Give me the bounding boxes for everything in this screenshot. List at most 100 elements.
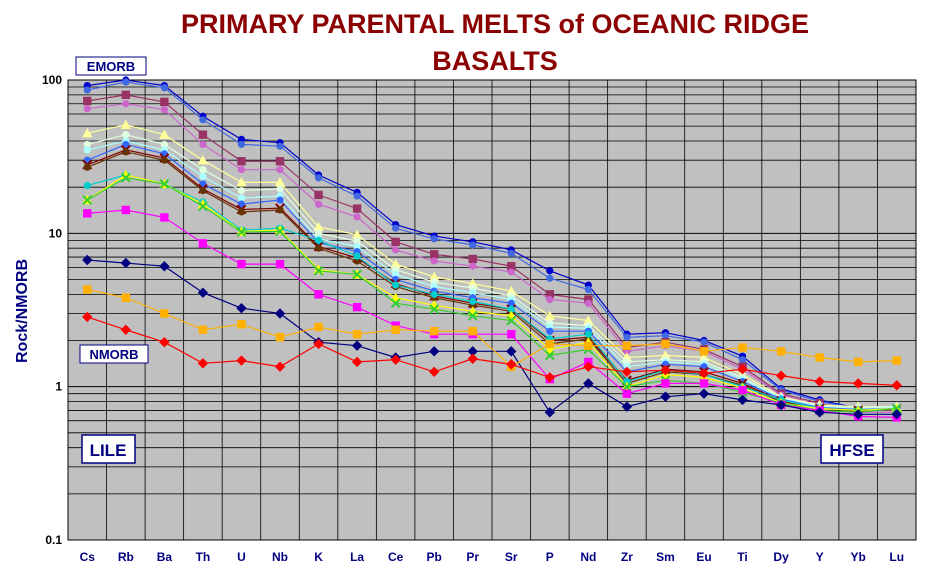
series-line [87, 209, 897, 418]
data-point [236, 177, 247, 187]
data-point [237, 140, 246, 149]
data-point [891, 403, 902, 414]
data-point [276, 196, 284, 204]
data-point [545, 339, 555, 349]
data-point [661, 332, 670, 340]
data-point [544, 310, 556, 320]
data-point [159, 129, 170, 139]
data-point [583, 378, 594, 389]
x-tick-label: K [314, 550, 323, 564]
data-point [467, 310, 478, 321]
lile-annotation: LILE [81, 434, 136, 464]
data-point [313, 221, 324, 232]
data-point [274, 308, 286, 319]
data-point [468, 254, 477, 264]
x-tick-label: Eu [696, 550, 711, 564]
data-point [469, 262, 477, 270]
data-point [814, 376, 825, 387]
data-point [584, 295, 593, 304]
y-tick-label: 1 [55, 380, 62, 394]
data-point [700, 363, 708, 371]
data-point [197, 287, 209, 298]
data-point [353, 252, 361, 260]
series-line [87, 259, 897, 415]
data-point [661, 339, 670, 349]
series-line [87, 316, 897, 386]
x-tick-label: Sm [656, 550, 675, 564]
data-point [506, 359, 517, 370]
x-tick-label: La [350, 550, 364, 564]
x-tick-label: Pr [466, 550, 479, 564]
data-point [197, 198, 209, 209]
nmorb-label: NMORB [89, 347, 138, 362]
data-point [159, 336, 170, 348]
data-point [314, 229, 323, 237]
data-point [891, 380, 902, 391]
series-lines [82, 76, 902, 422]
data-point [236, 227, 247, 237]
data-point [314, 290, 323, 299]
data-point [83, 86, 91, 94]
x-tick-label: Cs [80, 550, 96, 564]
data-point [506, 346, 517, 357]
data-point [392, 281, 400, 289]
data-point [430, 290, 438, 298]
data-point [891, 409, 902, 420]
data-point [391, 325, 400, 334]
x-tick-label: Th [196, 550, 211, 564]
data-point [623, 333, 631, 341]
data-point [122, 148, 130, 156]
x-tick-label: U [237, 550, 246, 564]
y-tick-label: 0.1 [45, 533, 62, 547]
x-tick-label: Yb [851, 550, 866, 564]
data-point [506, 315, 517, 326]
data-point [351, 356, 363, 368]
data-point [121, 205, 131, 215]
data-point [83, 146, 91, 154]
series-15 [83, 285, 901, 371]
data-point [700, 338, 708, 346]
series-line [87, 174, 897, 412]
data-point [467, 353, 478, 364]
data-point [698, 388, 710, 399]
chart-title-line-2: BASALTS [432, 46, 558, 76]
data-point [469, 289, 477, 297]
data-point [892, 356, 901, 365]
data-point [83, 96, 92, 106]
data-point [622, 381, 632, 392]
series-line [86, 174, 897, 412]
data-point [313, 338, 324, 350]
data-point [428, 271, 440, 282]
data-point [775, 370, 787, 381]
data-point [83, 285, 92, 294]
series-line [87, 103, 897, 413]
data-point [83, 181, 91, 190]
data-point [430, 257, 438, 265]
data-point [621, 366, 633, 378]
x-tick-labels: Cs Rb Ba Th U Nb K La Ce Pb Pr Sr P Nd Zr Sm Eu Ti Dy Y Yb Lu [80, 550, 904, 564]
series-line [87, 288, 897, 368]
data-point [160, 156, 168, 164]
x-tick-label: Y [816, 550, 824, 564]
data-point [775, 399, 787, 411]
data-point [392, 246, 400, 254]
data-point [467, 346, 478, 357]
data-point [544, 344, 556, 354]
series-line [87, 124, 897, 408]
data-point [507, 249, 515, 257]
series-line [87, 134, 897, 409]
data-point [699, 347, 709, 356]
data-point [546, 274, 554, 282]
data-point [83, 209, 92, 218]
lile-label: LILE [90, 441, 127, 460]
data-point [467, 278, 478, 288]
y-axis-label: Rock/NMORB [14, 259, 31, 363]
data-point [391, 237, 400, 247]
chart-title-line-1: PRIMARY PARENTAL MELTS of OCEANIC RIDGE [181, 9, 809, 39]
data-point [429, 250, 439, 259]
series-line [87, 143, 897, 411]
data-point [160, 213, 169, 222]
series-line [87, 149, 897, 412]
emorb-label: EMORB [87, 59, 135, 74]
